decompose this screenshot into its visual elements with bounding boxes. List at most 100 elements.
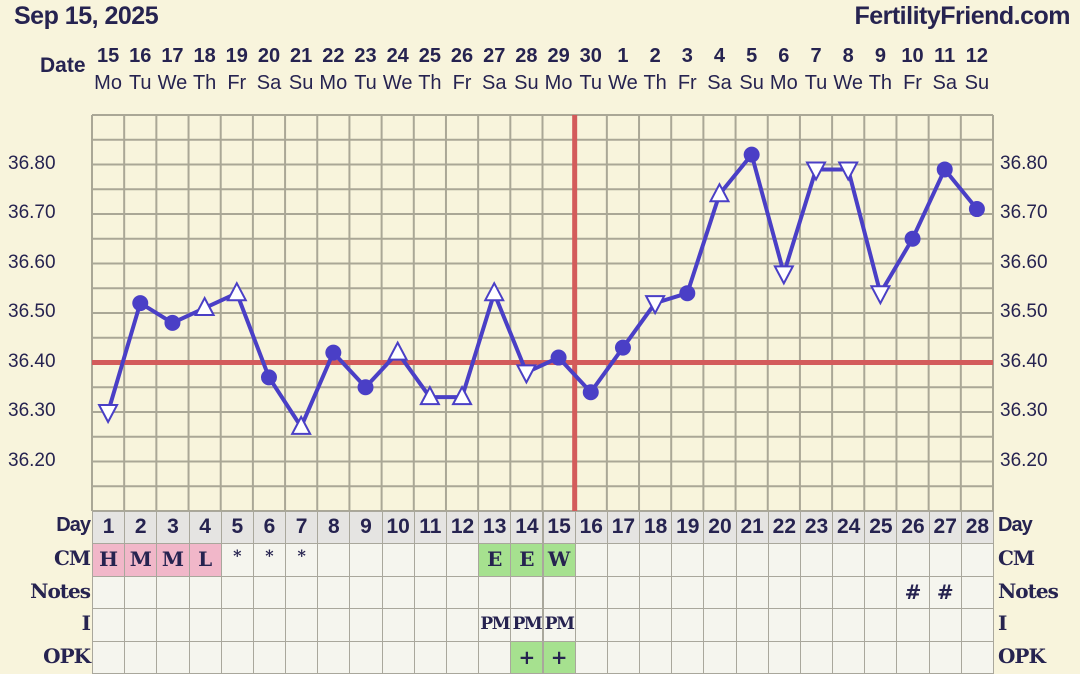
cm-cell[interactable]: W [542,543,576,577]
cm-cell[interactable] [445,543,480,577]
i-cell[interactable] [896,608,930,642]
i-cell[interactable] [671,608,705,642]
cm-cell[interactable] [639,543,673,577]
i-cell[interactable] [767,608,801,642]
notes-cell[interactable] [864,575,898,610]
cm-cell[interactable]: M [124,543,158,577]
notes-cell[interactable] [703,575,737,610]
notes-cell[interactable] [606,575,641,610]
opk-cell[interactable]: + [510,640,544,674]
notes-cell[interactable]: # [928,575,962,610]
opk-cell[interactable] [767,640,801,674]
i-cell[interactable] [413,608,447,642]
opk-cell[interactable] [574,640,608,674]
i-cell[interactable] [349,608,383,642]
cm-cell[interactable] [671,543,705,577]
i-cell[interactable] [799,608,834,642]
notes-cell[interactable] [542,575,576,610]
opk-cell[interactable] [799,640,834,674]
opk-cell[interactable] [381,640,415,674]
opk-cell[interactable] [639,640,673,674]
opk-cell[interactable] [252,640,287,674]
cm-cell[interactable]: L [188,543,222,577]
cm-cell[interactable] [960,543,994,577]
cm-cell[interactable] [735,543,769,577]
opk-cell[interactable] [703,640,737,674]
cm-cell[interactable]: E [510,543,544,577]
i-cell[interactable] [928,608,962,642]
opk-cell[interactable] [735,640,769,674]
i-cell[interactable] [445,608,480,642]
notes-cell[interactable] [252,575,287,610]
cm-cell[interactable] [413,543,447,577]
i-cell[interactable]: PM [542,608,576,642]
cm-cell[interactable] [767,543,801,577]
notes-cell[interactable] [188,575,222,610]
cm-cell[interactable]: H [92,543,126,577]
opk-cell[interactable] [928,640,962,674]
opk-cell[interactable] [671,640,705,674]
i-cell[interactable] [832,608,866,642]
notes-cell[interactable] [510,575,544,610]
opk-cell[interactable] [188,640,222,674]
notes-cell[interactable] [478,575,512,610]
cm-cell[interactable] [574,543,608,577]
notes-cell[interactable] [735,575,769,610]
i-cell[interactable] [960,608,994,642]
opk-cell[interactable] [220,640,254,674]
i-cell[interactable]: PM [510,608,544,642]
i-cell[interactable] [220,608,254,642]
opk-cell[interactable]: + [542,640,576,674]
i-cell[interactable] [156,608,190,642]
opk-cell[interactable] [156,640,190,674]
notes-cell[interactable] [220,575,254,610]
i-cell[interactable] [864,608,898,642]
notes-cell[interactable]: # [896,575,930,610]
notes-cell[interactable] [671,575,705,610]
cm-cell[interactable] [896,543,930,577]
opk-cell[interactable] [832,640,866,674]
notes-cell[interactable] [639,575,673,610]
cm-cell[interactable]: * [252,543,287,577]
i-cell[interactable]: PM [478,608,512,642]
cm-cell[interactable] [799,543,834,577]
i-cell[interactable] [252,608,287,642]
notes-cell[interactable] [156,575,190,610]
i-cell[interactable] [735,608,769,642]
i-cell[interactable] [285,608,319,642]
notes-cell[interactable] [381,575,415,610]
cm-cell[interactable]: M [156,543,190,577]
cm-cell[interactable] [317,543,351,577]
opk-cell[interactable] [413,640,447,674]
notes-cell[interactable] [285,575,319,610]
notes-cell[interactable] [124,575,158,610]
i-cell[interactable] [703,608,737,642]
cm-cell[interactable] [832,543,866,577]
notes-cell[interactable] [92,575,126,610]
opk-cell[interactable] [349,640,383,674]
opk-cell[interactable] [864,640,898,674]
notes-cell[interactable] [799,575,834,610]
opk-cell[interactable] [92,640,126,674]
notes-cell[interactable] [349,575,383,610]
opk-cell[interactable] [285,640,319,674]
notes-cell[interactable] [832,575,866,610]
cm-cell[interactable]: E [478,543,512,577]
notes-cell[interactable] [574,575,608,610]
i-cell[interactable] [381,608,415,642]
opk-cell[interactable] [317,640,351,674]
i-cell[interactable] [606,608,641,642]
i-cell[interactable] [639,608,673,642]
cm-cell[interactable]: * [285,543,319,577]
cm-cell[interactable] [864,543,898,577]
opk-cell[interactable] [606,640,641,674]
cm-cell[interactable] [703,543,737,577]
cm-cell[interactable] [381,543,415,577]
opk-cell[interactable] [445,640,480,674]
notes-cell[interactable] [767,575,801,610]
opk-cell[interactable] [124,640,158,674]
notes-cell[interactable] [317,575,351,610]
cm-cell[interactable] [349,543,383,577]
i-cell[interactable] [188,608,222,642]
opk-cell[interactable] [960,640,994,674]
